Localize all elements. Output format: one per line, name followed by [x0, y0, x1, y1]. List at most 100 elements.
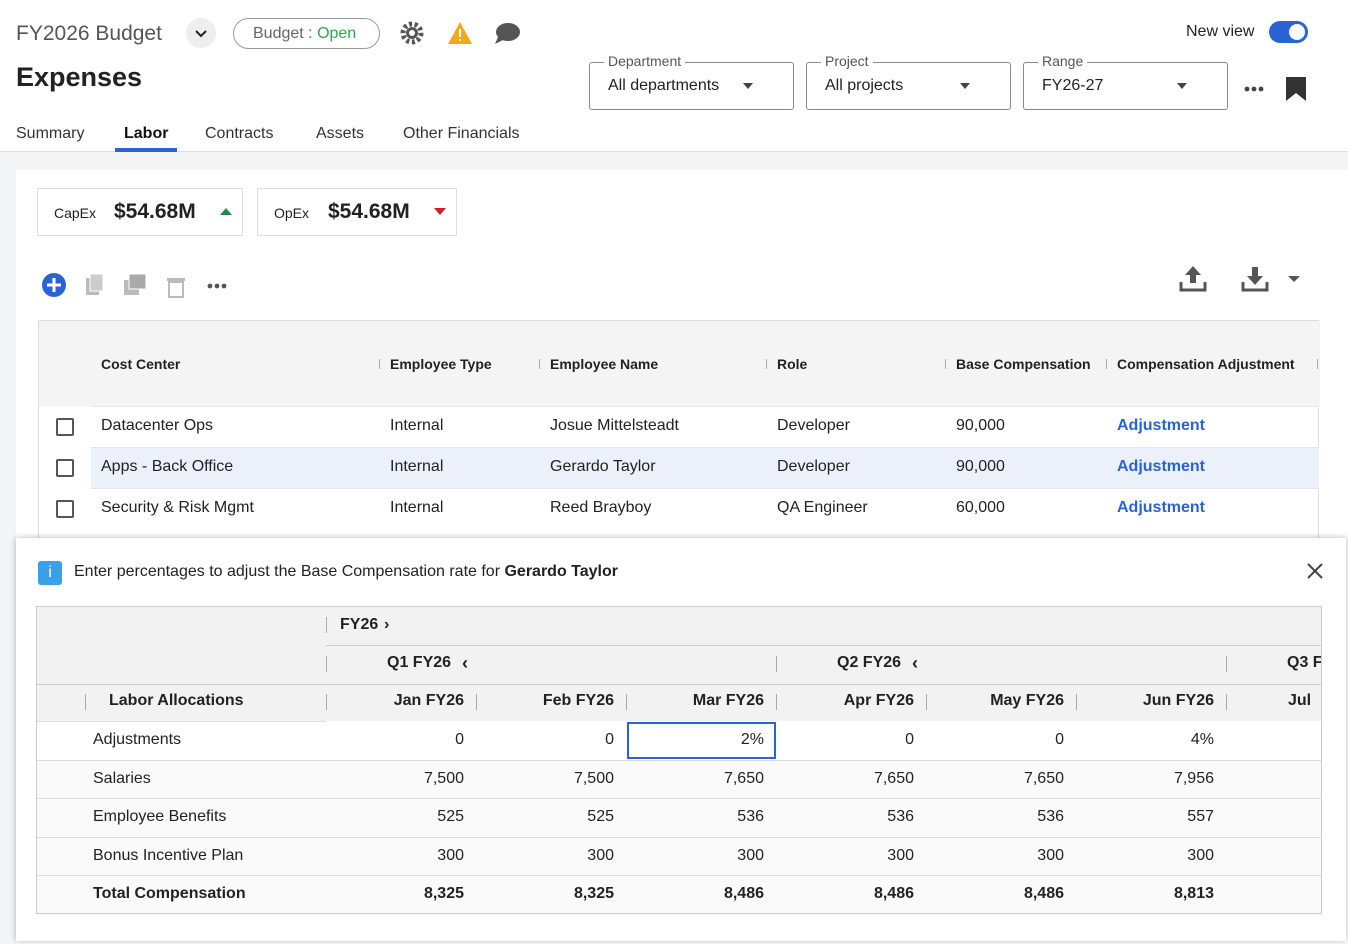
row-label: Total Compensation [93, 885, 246, 902]
table-cell: Security & Risk Mgmt [101, 499, 254, 516]
allocation-grid: FY26 › Q1 FY26 ‹ Q2 FY26 ‹ Q3 F Labor Allocatio… [36, 606, 1322, 914]
column-separator [1317, 359, 1318, 369]
grid-row [37, 836, 1321, 875]
filter-value: All projects [825, 77, 904, 94]
grid-value: 300 [737, 846, 764, 864]
column-header: Employee Type [390, 356, 492, 372]
column-separator [1106, 359, 1107, 369]
table-cell: 60,000 [956, 499, 1005, 516]
adjustment-link[interactable]: Adjustment [1117, 417, 1205, 434]
column-header: Role [777, 356, 808, 372]
kpi-value: $54.68M [328, 200, 410, 223]
grid-value: 536 [737, 808, 764, 825]
toolbar[interactable] [40, 268, 240, 302]
month-header: Mar FY26 [692, 692, 764, 709]
header-icons[interactable] [398, 20, 526, 48]
tab[interactable]: Contracts [205, 125, 274, 142]
labor-table: Cost Center Employee Type Employee Name Rol… [38, 320, 1320, 550]
row-checkbox[interactable] [56, 459, 74, 477]
tab[interactable]: Assets [316, 125, 365, 142]
header-separator [326, 617, 327, 633]
column-separator [945, 359, 946, 369]
table-cell: Developer [777, 458, 850, 475]
table-cell: QA Engineer [777, 499, 868, 516]
grid-row [37, 798, 1321, 836]
grid-value: 7,650 [723, 769, 764, 787]
adjustment-link[interactable]: Adjustment [1117, 499, 1205, 516]
grid-value[interactable]: 4% [1190, 731, 1214, 748]
expand-arrow[interactable]: › [384, 616, 390, 633]
adjustment-link[interactable]: Adjustment [1117, 458, 1205, 475]
active-input[interactable] [627, 722, 776, 759]
grid-value[interactable]: 0 [455, 731, 464, 748]
row-checkbox[interactable] [56, 418, 74, 436]
grid-value: 8,813 [1173, 885, 1214, 902]
table-cell: 90,000 [956, 458, 1005, 475]
column-separator [766, 359, 767, 369]
month-header: May FY26 [990, 692, 1064, 709]
grid-value: 536 [1037, 808, 1064, 825]
month-header: Jan FY26 [393, 692, 464, 709]
header-rule [326, 645, 1321, 646]
kpi-card: CapEx $54.68M [37, 188, 243, 236]
tab[interactable]: Summary [16, 125, 85, 142]
tab[interactable]: Labor [124, 125, 169, 142]
page-title: Expenses [16, 62, 143, 92]
month-header: Jul [1288, 692, 1312, 709]
grid-value: 7,500 [573, 769, 614, 787]
kpi-card: OpEx $54.68M [257, 188, 457, 236]
row-checkbox[interactable] [56, 500, 74, 518]
filter-select[interactable]: Department All departments [589, 53, 794, 110]
header-separator [626, 694, 627, 710]
kpi-label: CapEx [54, 205, 97, 221]
column-header: Compensation Adjustment [1117, 356, 1295, 372]
grid-value[interactable]: 2% [740, 731, 764, 748]
filter-select[interactable]: Project All projects [806, 53, 1011, 110]
quarter-header: Q1 FY26 [387, 654, 452, 671]
header-separator [1076, 694, 1077, 710]
panel-message: Enter percentages to adjust the Base Com… [74, 563, 618, 581]
column-header: Employee Name [550, 356, 659, 372]
filter-value: FY26-27 [1042, 77, 1104, 94]
column-header: Cost Center [101, 356, 181, 372]
budget-title: FY2026 Budget [16, 22, 162, 45]
grid-value: 300 [1037, 846, 1064, 864]
new-view-toggle[interactable] [1269, 21, 1308, 43]
month-header: Feb FY26 [542, 692, 614, 709]
filter-label: Department [604, 53, 686, 69]
close-button[interactable] [1306, 562, 1324, 580]
editable-area [326, 721, 1321, 759]
filter-label: Range [1038, 53, 1088, 69]
kpi-trend [434, 208, 446, 215]
grid-value: 525 [587, 808, 614, 825]
more-and-bookmark[interactable] [1240, 76, 1310, 102]
column-separator [379, 359, 380, 369]
table-cell: Datacenter Ops [101, 417, 214, 434]
grid-value[interactable]: 0 [1055, 731, 1064, 748]
tab[interactable]: Other Financials [403, 125, 520, 142]
row-label: Employee Benefits [93, 808, 227, 825]
header-separator [326, 656, 327, 672]
grid-value[interactable]: 0 [905, 731, 914, 748]
grid-value[interactable]: 0 [605, 731, 614, 748]
table-cell: Internal [390, 458, 444, 475]
table-row [91, 447, 1319, 488]
table-cell: Gerardo Taylor [550, 458, 656, 475]
header-separator [85, 694, 86, 710]
filter-select[interactable]: Range FY26-27 [1023, 53, 1228, 110]
table-row [91, 406, 1319, 447]
row-header: Labor Allocations [109, 692, 244, 709]
active-tab-indicator [115, 148, 177, 152]
header-rule [37, 684, 1321, 685]
quarter-header: Q3 F [1287, 654, 1322, 671]
dropdown-button[interactable] [186, 18, 216, 48]
table-cell: Developer [777, 417, 850, 434]
status-pill[interactable]: Budget : Open [233, 18, 380, 49]
row-bg [37, 799, 1321, 836]
collapse-arrow[interactable]: ‹ [462, 653, 468, 673]
export-icons[interactable] [1176, 262, 1306, 294]
status-label: Budget : [253, 25, 313, 42]
quarter-header: Q2 FY26 [837, 654, 902, 671]
collapse-arrow[interactable]: ‹ [912, 653, 918, 673]
table-cell: Reed Brayboy [550, 499, 652, 516]
